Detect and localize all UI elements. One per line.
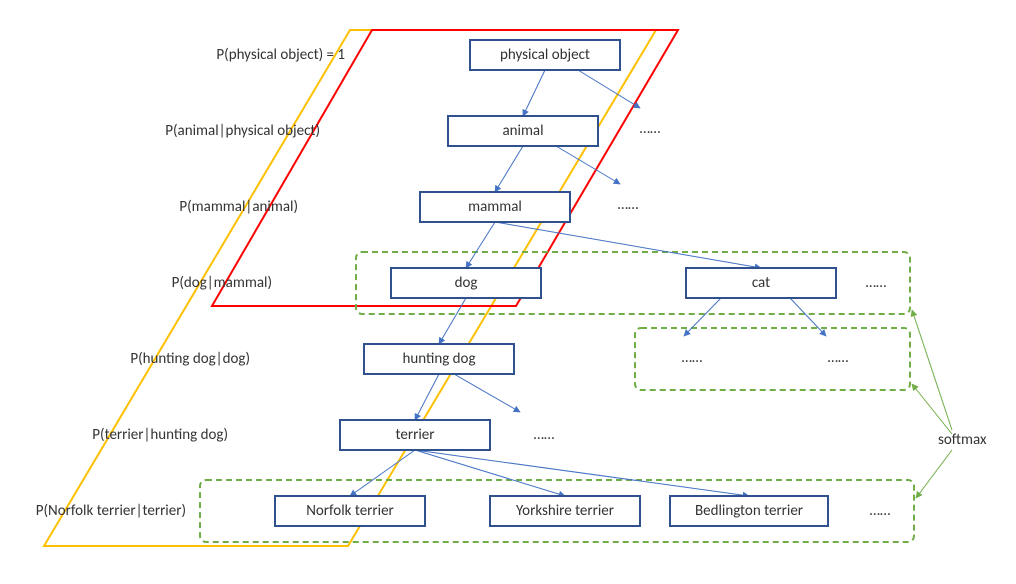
ellipsis: …… — [866, 274, 887, 292]
prob-label: P(dog|mammal) — [172, 274, 272, 292]
edge-extra — [790, 298, 826, 336]
softmax-arrow — [912, 310, 952, 430]
path-parallelogram-orange — [44, 30, 656, 546]
node-label: Yorkshire terrier — [516, 502, 614, 520]
edge — [439, 298, 466, 344]
node-label: mammal — [468, 198, 522, 216]
ellipsis: …… — [618, 196, 639, 214]
prob-label: P(Norfolk terrier|terrier) — [36, 502, 186, 520]
node-label: cat — [752, 274, 770, 292]
edge — [415, 450, 749, 496]
node-animal: animal — [448, 116, 598, 146]
node-bedlington: Bedlington terrier — [670, 496, 828, 526]
node-label: Norfolk terrier — [306, 502, 394, 520]
prob-label: P(hunting dog|dog) — [130, 350, 250, 368]
softmax-group-box — [635, 328, 910, 390]
edge — [495, 146, 523, 192]
edge — [523, 70, 545, 116]
edge-extra — [556, 146, 620, 184]
node-norfolk: Norfolk terrier — [275, 496, 425, 526]
ellipsis: …… — [870, 502, 891, 520]
edge — [466, 222, 495, 268]
softmax-annotation: softmax — [912, 310, 987, 498]
edge — [415, 450, 565, 496]
softmax-arrow — [912, 384, 952, 434]
node-label: animal — [502, 122, 543, 140]
node-label: dog — [455, 274, 478, 292]
edge-extra — [454, 374, 520, 412]
node-physical_object: physical object — [470, 40, 620, 70]
prob-label: P(mammal|animal) — [179, 198, 298, 216]
node-hunting_dog: hunting dog — [364, 344, 514, 374]
node-label: terrier — [396, 426, 435, 444]
hierarchy-diagram: physical object animal mammal dog cat hunting… — [0, 0, 1016, 584]
node-label: physical object — [500, 46, 590, 64]
node-label: Bedlington terrier — [695, 502, 803, 520]
path-parallelogram-red — [212, 30, 678, 306]
node-dog: dog — [391, 268, 541, 298]
prob-label: P(animal|physical object) — [165, 122, 320, 140]
ellipsis-labels: …… …… …… …… …… …… …… — [534, 120, 891, 520]
tree-nodes: physical object animal mammal dog cat hunting… — [275, 40, 836, 526]
prob-label: P(physical object) = 1 — [216, 46, 345, 64]
ellipsis: …… — [534, 426, 555, 444]
ellipsis: …… — [682, 349, 703, 367]
softmax-arrow — [916, 450, 952, 498]
node-yorkshire: Yorkshire terrier — [490, 496, 640, 526]
softmax-label: softmax — [938, 431, 987, 449]
node-label: hunting dog — [402, 350, 475, 368]
node-cat: cat — [686, 268, 836, 298]
prob-label: P(terrier|hunting dog) — [92, 426, 228, 444]
edge-extra — [578, 70, 640, 108]
node-terrier: terrier — [340, 420, 490, 450]
ellipsis: …… — [828, 349, 849, 367]
edge-extra — [684, 298, 721, 336]
edge — [495, 222, 761, 268]
ellipsis: …… — [640, 120, 661, 138]
node-mammal: mammal — [420, 192, 570, 222]
